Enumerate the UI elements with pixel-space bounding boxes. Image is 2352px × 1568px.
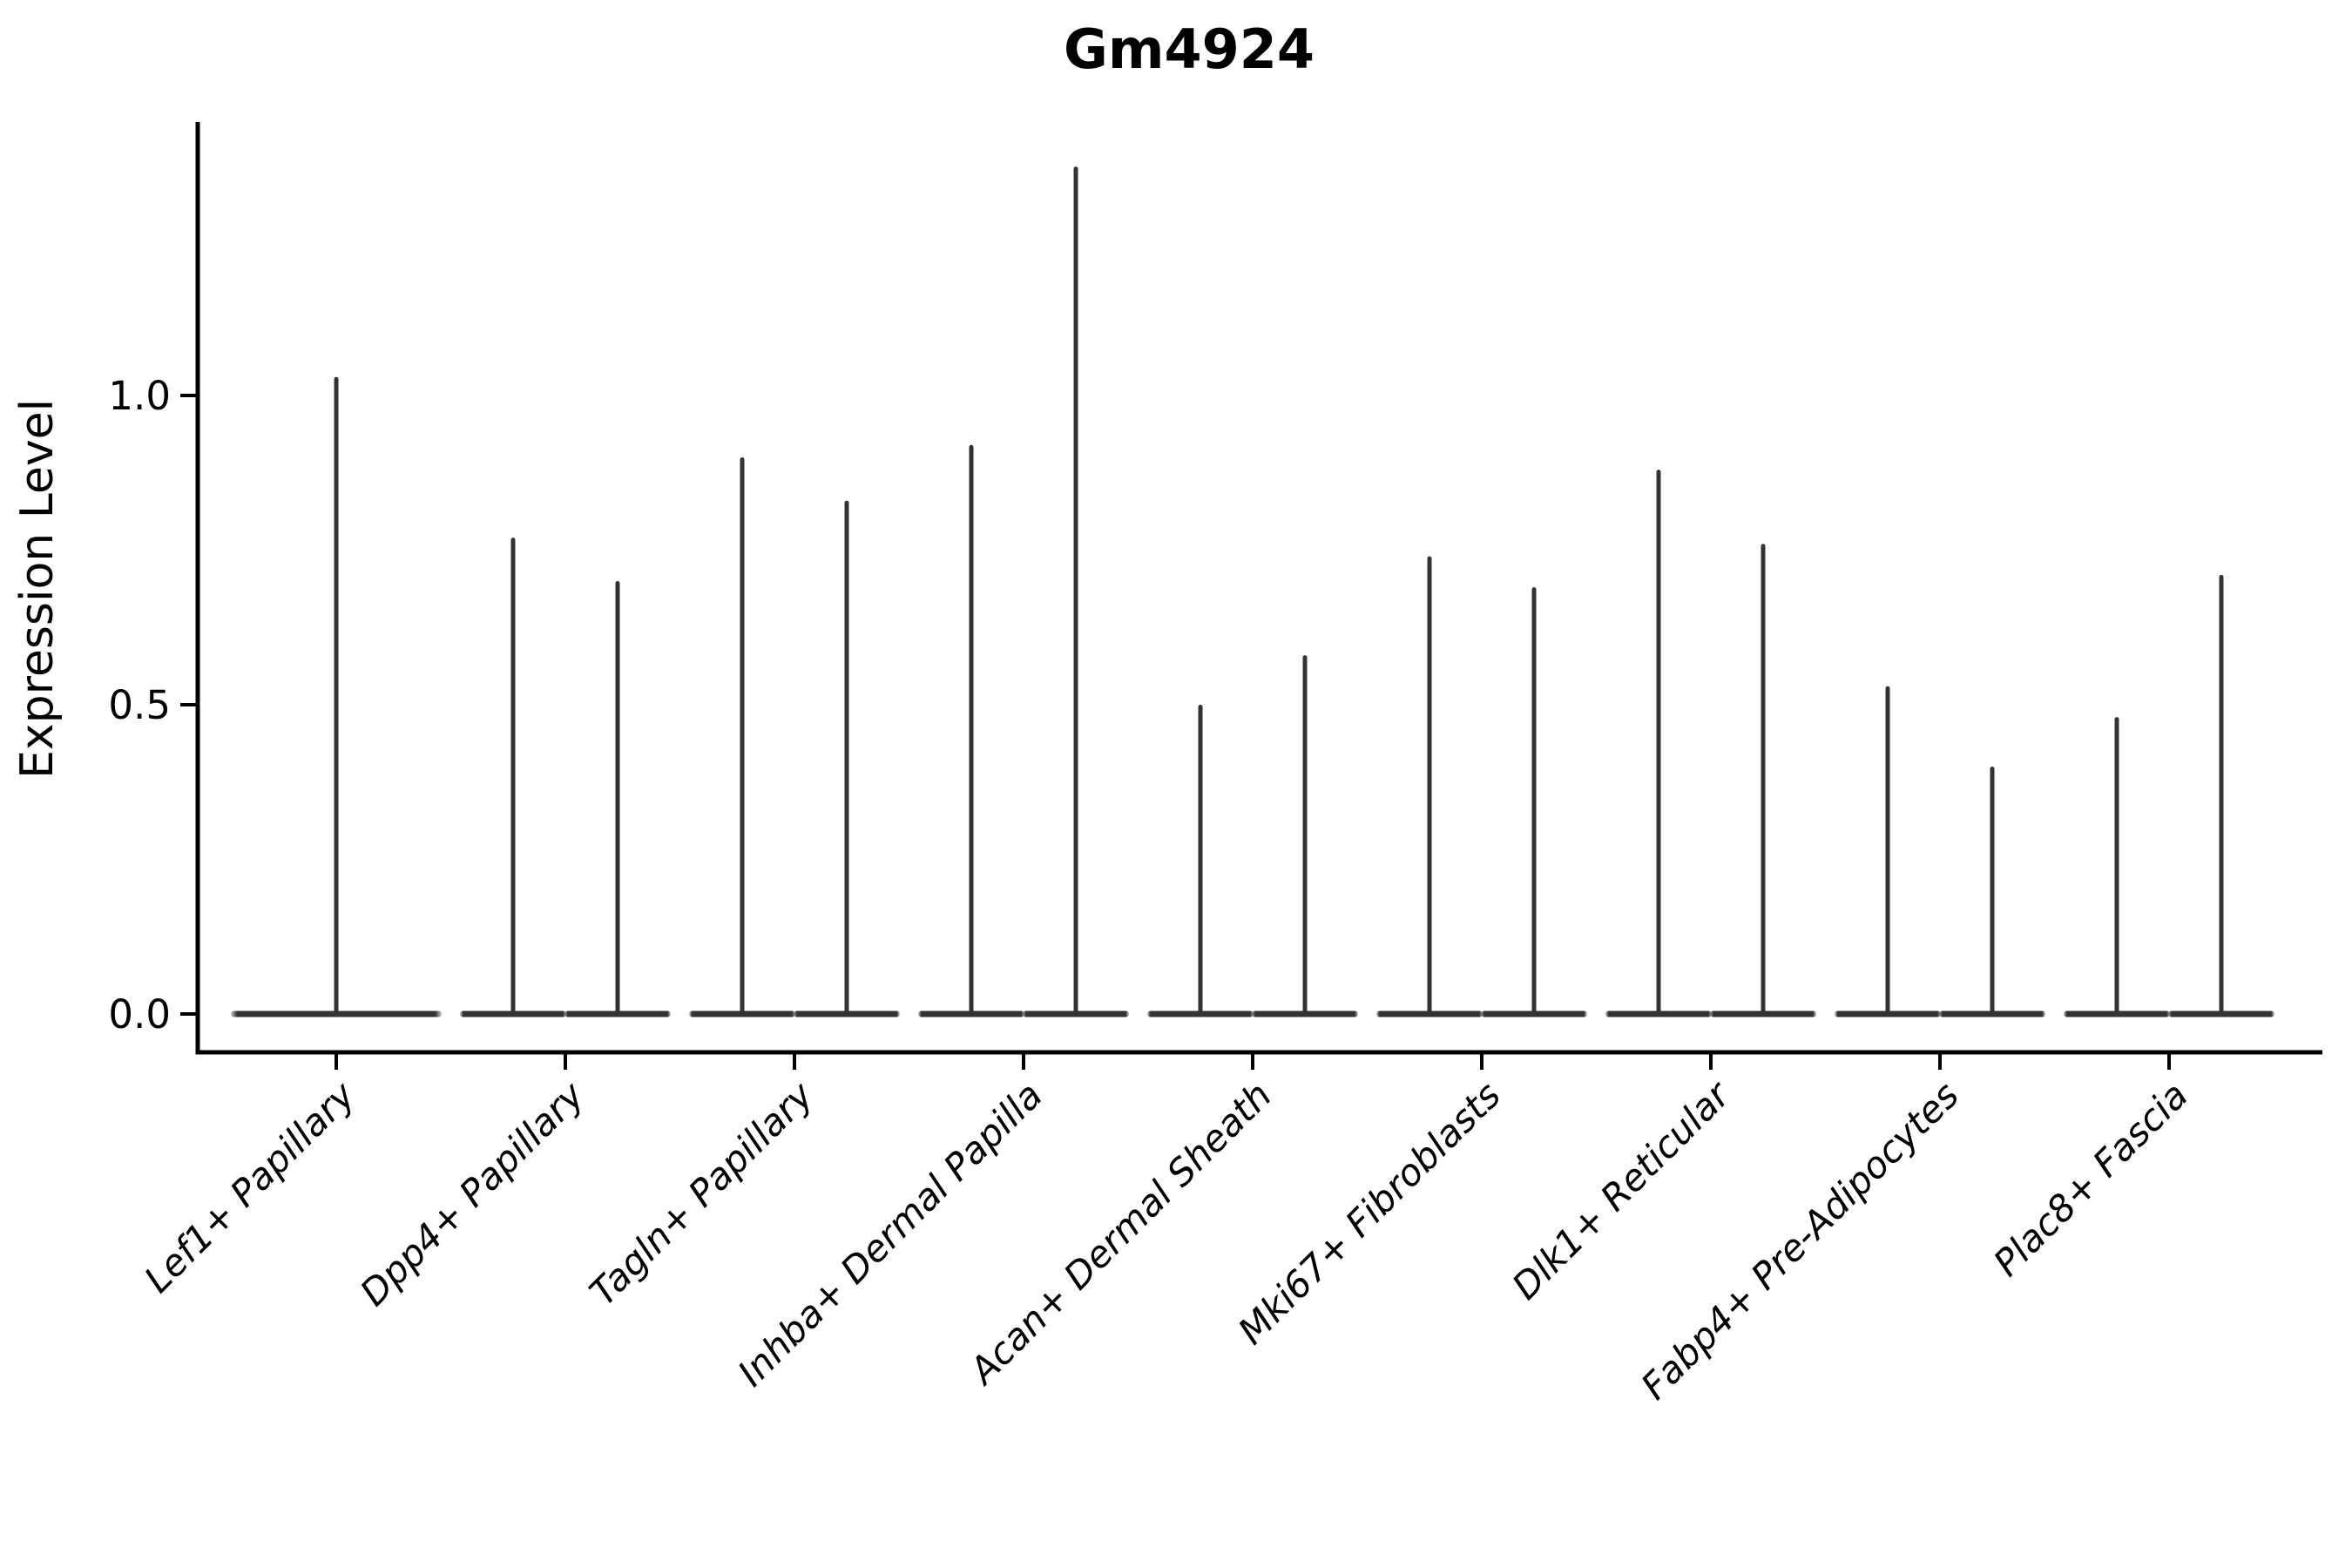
violin-spike bbox=[1990, 767, 1995, 1017]
violin-spike bbox=[1885, 686, 1890, 1017]
x-tick-label: Dlk1+ Reticular bbox=[1504, 1071, 1740, 1308]
x-tick-label: Dpp4+ Papillary bbox=[352, 1073, 593, 1315]
violins-layer bbox=[231, 166, 2274, 1017]
x-tick-label: Plac8+ Fascia bbox=[1985, 1073, 2196, 1284]
x-tick-label: Tagln+ Papillary bbox=[581, 1073, 822, 1315]
axes-spines bbox=[195, 122, 2322, 1055]
violin-spike bbox=[615, 581, 620, 1017]
violin-spike bbox=[510, 537, 516, 1017]
violin-spike bbox=[1761, 544, 1766, 1017]
y-tick-label: 0.5 bbox=[108, 682, 171, 728]
violin-spike bbox=[844, 500, 849, 1017]
violin-spike bbox=[1656, 470, 1661, 1017]
violin-spike bbox=[740, 457, 745, 1017]
y-tick-label: 0.0 bbox=[108, 991, 171, 1037]
violin-spike bbox=[1302, 655, 1308, 1017]
violin-spike bbox=[1427, 556, 1432, 1017]
violin-spike bbox=[1531, 587, 1537, 1017]
violin-spike bbox=[1073, 166, 1078, 1017]
violin-spike bbox=[969, 444, 974, 1017]
violin-spike bbox=[2219, 574, 2224, 1017]
y-tick-label: 1.0 bbox=[108, 373, 171, 419]
x-tick-label: Mki67+ Fibroblasts bbox=[1230, 1073, 1509, 1352]
x-tick-label: Lef1+ Papillary bbox=[136, 1073, 364, 1301]
violin-spike bbox=[334, 376, 339, 1017]
violin-spike bbox=[1198, 705, 1203, 1017]
y-axis-ticks: 0.0 0.5 1.0 bbox=[108, 373, 198, 1037]
chart-title: Gm4924 bbox=[1064, 17, 1315, 81]
y-axis-label: Expression Level bbox=[11, 399, 64, 779]
violin-spike bbox=[2114, 717, 2119, 1017]
